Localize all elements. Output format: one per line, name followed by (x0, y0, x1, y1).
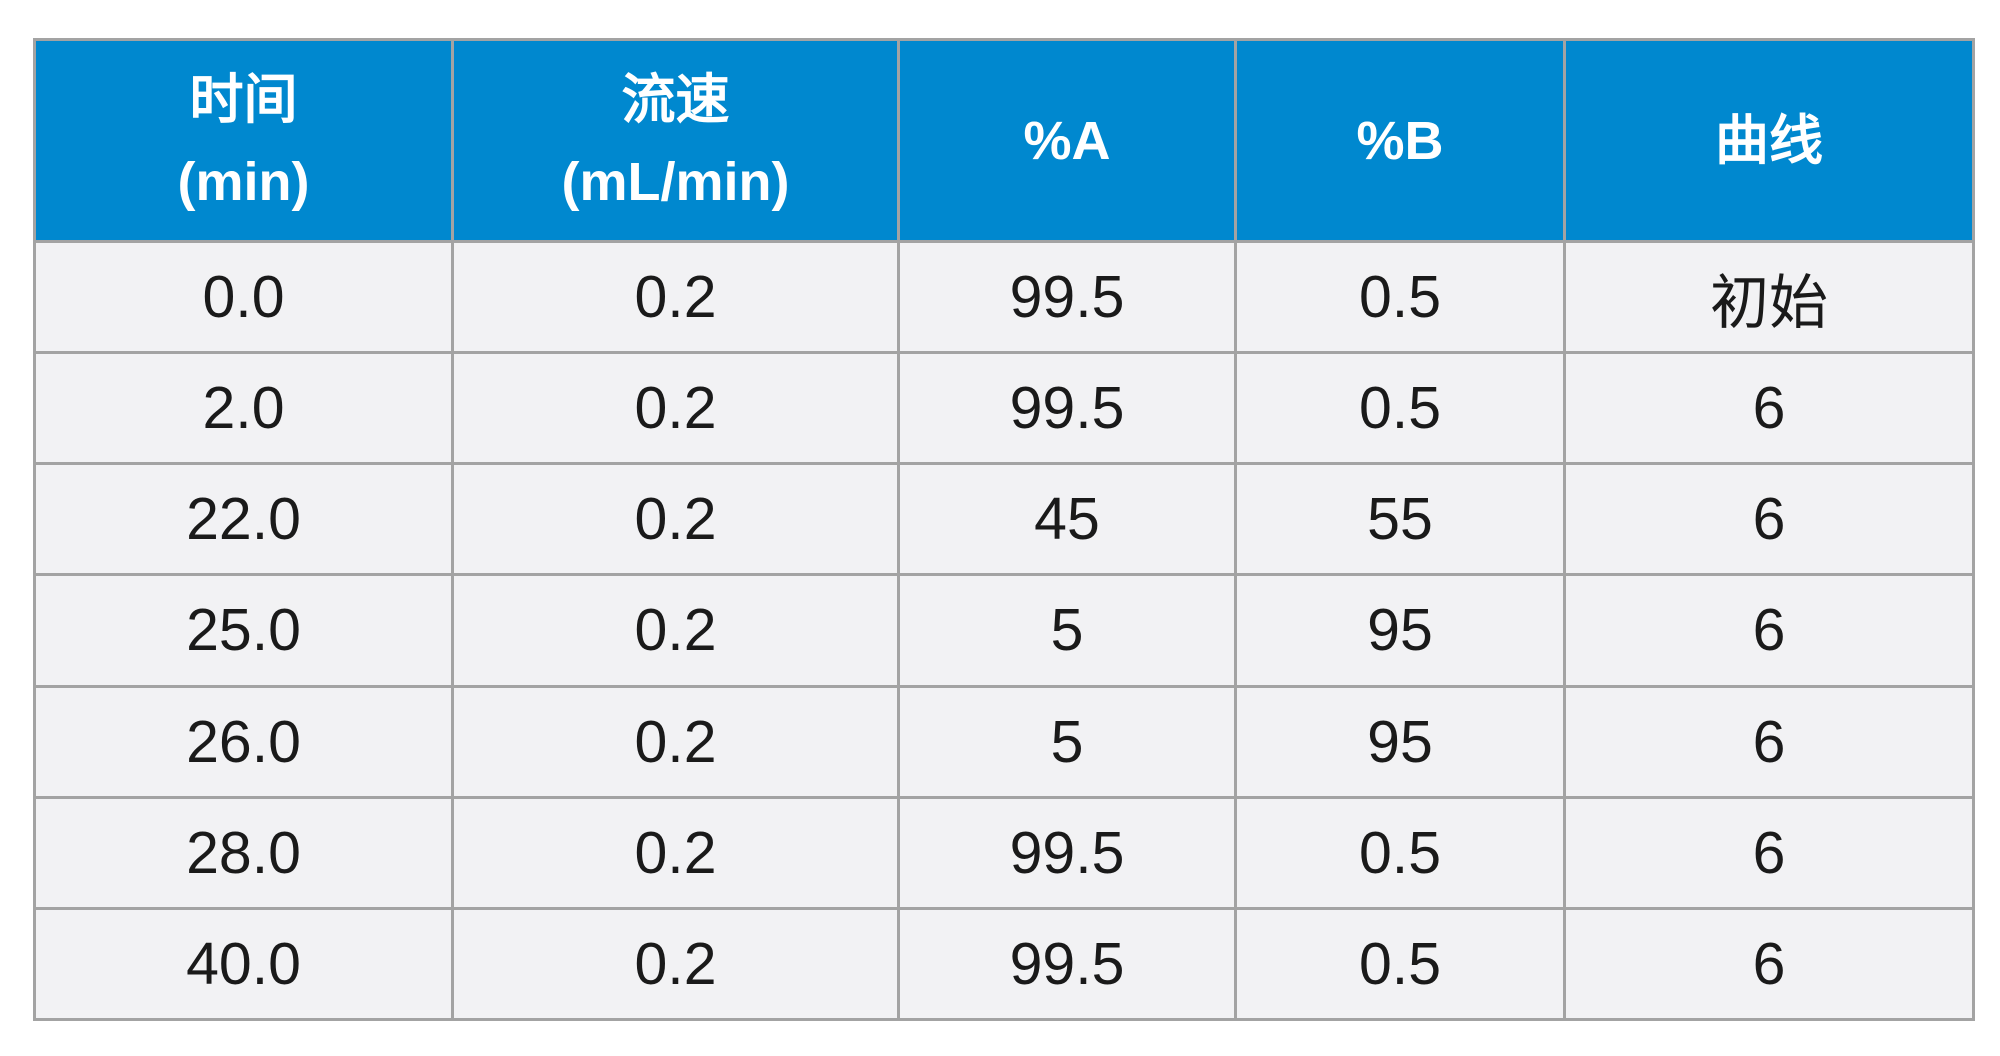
header-curve-label: 曲线 (1715, 110, 1823, 171)
table-header: 时间 (min) 流速 (mL/min) %A %B 曲线 (33, 38, 1975, 243)
cell-time: 2.0 (33, 351, 454, 466)
cell-percent-b: 0.5 (1234, 351, 1566, 466)
cell-percent-b: 0.5 (1234, 906, 1566, 1022)
cell-time: 28.0 (33, 795, 454, 910)
header-time-label: 时间 (189, 69, 298, 130)
table-body: 0.0 0.2 99.5 0.5 初始 2.0 0.2 99.5 0.5 6 2… (33, 239, 1975, 1022)
cell-flow-rate: 0.2 (451, 906, 900, 1022)
cell-time: 26.0 (33, 684, 454, 799)
cell-percent-b: 0.5 (1234, 795, 1566, 910)
table-row: 26.0 0.2 5 95 6 (33, 684, 1975, 799)
cell-curve: 6 (1563, 795, 1975, 910)
cell-percent-b: 55 (1234, 462, 1566, 577)
cell-curve: 初始 (1563, 239, 1975, 355)
cell-flow-rate: 0.2 (451, 239, 900, 355)
cell-percent-a: 5 (897, 684, 1237, 799)
cell-percent-b: 95 (1234, 573, 1566, 688)
table-row: 2.0 0.2 99.5 0.5 6 (33, 351, 1975, 466)
header-time: 时间 (min) (33, 38, 454, 243)
cell-percent-a: 45 (897, 462, 1237, 577)
header-time-unit: (min) (177, 151, 310, 212)
cell-time: 40.0 (33, 906, 454, 1022)
cell-percent-a: 5 (897, 573, 1237, 688)
cell-flow-rate: 0.2 (451, 351, 900, 466)
cell-percent-b: 0.5 (1234, 239, 1566, 355)
cell-curve: 6 (1563, 351, 1975, 466)
cell-time: 22.0 (33, 462, 454, 577)
cell-flow-rate: 0.2 (451, 573, 900, 688)
cell-curve: 6 (1563, 906, 1975, 1022)
cell-flow-rate: 0.2 (451, 462, 900, 577)
cell-percent-a: 99.5 (897, 795, 1237, 910)
header-curve: 曲线 (1563, 38, 1975, 243)
header-percent-b: %B (1234, 38, 1566, 243)
table-row: 25.0 0.2 5 95 6 (33, 573, 1975, 688)
header-flow-rate-unit: (mL/min) (561, 151, 790, 212)
header-percent-a: %A (897, 38, 1237, 243)
cell-time: 25.0 (33, 573, 454, 688)
cell-percent-a: 99.5 (897, 906, 1237, 1022)
table-row: 28.0 0.2 99.5 0.5 6 (33, 795, 1975, 910)
cell-flow-rate: 0.2 (451, 795, 900, 910)
cell-curve: 6 (1563, 573, 1975, 688)
cell-percent-a: 99.5 (897, 351, 1237, 466)
cell-time: 0.0 (33, 239, 454, 355)
table-row: 0.0 0.2 99.5 0.5 初始 (33, 239, 1975, 355)
header-percent-a-label: %A (1023, 110, 1111, 171)
cell-flow-rate: 0.2 (451, 684, 900, 799)
header-flow-rate: 流速 (mL/min) (451, 38, 900, 243)
cell-curve: 6 (1563, 684, 1975, 799)
table-row: 22.0 0.2 45 55 6 (33, 462, 1975, 577)
cell-percent-b: 95 (1234, 684, 1566, 799)
cell-percent-a: 99.5 (897, 239, 1237, 355)
table-row: 40.0 0.2 99.5 0.5 6 (33, 906, 1975, 1022)
header-flow-rate-label: 流速 (621, 69, 730, 130)
header-row: 时间 (min) 流速 (mL/min) %A %B 曲线 (33, 38, 1975, 243)
header-percent-b-label: %B (1356, 110, 1444, 171)
gradient-table: 时间 (min) 流速 (mL/min) %A %B 曲线 0.0 0.2 99… (33, 38, 1975, 1022)
cell-curve: 6 (1563, 462, 1975, 577)
